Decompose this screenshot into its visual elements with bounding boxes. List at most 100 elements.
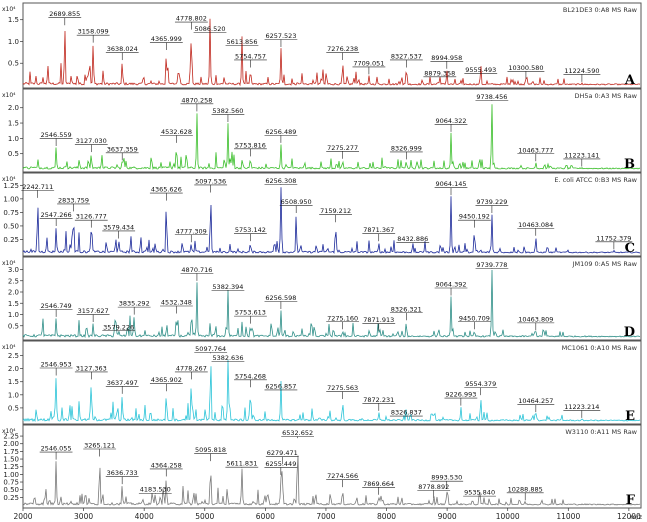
peak-label: 3579.434	[103, 223, 134, 231]
y-tick-label: 2.00	[3, 440, 19, 448]
peak-label: 4778.802	[176, 15, 207, 23]
x-tick-label: 11000	[556, 512, 580, 521]
y-tick-label: 1.5	[8, 378, 19, 386]
spectrum-panel-c: x10⁴ 0.25 0.50 0.75 1.00 1.25 E. coli ATCC 0:B…	[2, 172, 642, 257]
peak-label: 7275.277	[327, 144, 358, 152]
y-tick-label: 0.50	[3, 486, 19, 494]
peak-label: 3637.359	[107, 145, 138, 153]
peak-label: 9226.993	[445, 391, 476, 399]
panel-frame	[22, 172, 642, 257]
peak-label: 6279.471	[267, 449, 298, 457]
peak-label: 4778.267	[176, 364, 207, 372]
peak-label: 10463.777	[518, 146, 553, 154]
strain-label: DH5a 0:A3 MS Raw	[574, 92, 637, 100]
peak-label: 9535.840	[464, 489, 495, 497]
x-tick-label: 4000	[135, 512, 154, 521]
x-tick-label: 8000	[377, 512, 396, 521]
peak-label: 9064.322	[436, 117, 467, 125]
peak-label: 5086.520	[194, 25, 225, 33]
peak-label: 6257.523	[265, 32, 296, 40]
x-tick-label: 12000	[617, 512, 641, 521]
y-tick-label: 1.25	[3, 182, 19, 190]
y-tick-label: 0.25	[3, 494, 19, 502]
peak-label: 2242.711	[22, 183, 53, 191]
y-tick-label: 1.0	[8, 391, 19, 399]
peak-label: 9739.778	[476, 261, 507, 269]
panel-frame	[22, 2, 642, 89]
peak-label: 11223.141	[564, 151, 599, 159]
peak-label: 8879.358	[424, 69, 455, 77]
peak-label: 5753.142	[235, 226, 266, 234]
peak-label: 3157.627	[78, 307, 109, 315]
peak-label: 9064.392	[436, 281, 467, 289]
panel-frame	[22, 340, 642, 425]
peak-label: 3126.777	[76, 213, 107, 221]
peak-label: 8993.530	[431, 474, 462, 482]
y-tick-label: 2.5	[8, 277, 19, 285]
peak-label: 8327.537	[391, 52, 422, 60]
spectrum-trace	[22, 104, 641, 171]
peak-label: 5095.818	[195, 446, 226, 454]
peak-label: 5097.764	[195, 345, 226, 353]
peak-label: 10288.885	[508, 485, 543, 493]
spectrum-panel-a: x10⁴ 0.5 1.0 1.5 BL21DE3 0:A8 MS Raw 2689.855…	[2, 2, 642, 89]
strain-label: E. coli ATCC 0:B3 MS Raw	[554, 176, 637, 184]
panel-letter: E	[625, 409, 635, 424]
y-tick-label: 0.75	[3, 479, 19, 487]
spectrum-trace	[22, 18, 641, 87]
peak-label: 3265.121	[84, 442, 115, 450]
peak-label: 2546.953	[41, 360, 72, 368]
y-tick-label: 0.25	[3, 236, 19, 244]
peak-label: 8432.886	[397, 235, 428, 243]
y-tick-label: 1.00	[3, 471, 19, 479]
peak-label: 6256.308	[265, 177, 296, 185]
x-tick-label: 5000	[195, 512, 214, 521]
y-tick-label: 1.50	[3, 456, 19, 464]
peak-label: 4365.902	[151, 376, 182, 384]
peak-label: 7274.566	[327, 472, 358, 480]
peak-label: 2689.855	[49, 10, 80, 18]
peak-label: 9450.709	[459, 314, 490, 322]
panel-letter: B	[624, 157, 635, 172]
peak-label: 4532.348	[161, 299, 192, 307]
peak-label: 6256.598	[265, 294, 296, 302]
y-tick-label: 1.5	[8, 300, 19, 308]
y-tick-label: 0.5	[8, 404, 19, 412]
peak-label: 3636.733	[107, 469, 138, 477]
x-tick-label: 2000	[13, 512, 32, 521]
spectrum-trace	[22, 269, 641, 339]
peak-label: 8994.958	[431, 54, 462, 62]
peak-label: 4183.530	[140, 486, 171, 494]
x-axis: 2000 3000 4000 5000 6000 7000 8000 9000 10000 110…	[13, 508, 643, 521]
peak-label: 8326.999	[391, 144, 422, 152]
spectrum-trace	[22, 359, 641, 423]
peak-label: 10464.257	[518, 397, 553, 405]
peak-label: 3637.497	[107, 379, 138, 387]
peak-label: 3579.226	[103, 323, 134, 331]
peak-label: 4365.999	[151, 35, 182, 43]
peak-label: 5753.816	[235, 141, 266, 149]
peak-label: 4777.309	[176, 227, 207, 235]
peak-label: 10463.084	[518, 221, 553, 229]
peak-label: 4532.628	[161, 128, 192, 136]
peak-label: 11752.379	[596, 234, 631, 242]
spectrum-trace	[22, 455, 641, 506]
peak-label: 3158.099	[78, 28, 109, 36]
peak-label: 2546.749	[41, 302, 72, 310]
peak-label: 6256.857	[265, 382, 296, 390]
peak-label: 7871.913	[363, 316, 394, 324]
peak-label: 10463.809	[518, 315, 553, 323]
peak-label: 6508.950	[281, 198, 312, 206]
peak-label: 2546.055	[41, 445, 72, 453]
peak-label: 8326.321	[391, 305, 422, 313]
y-tick-label: 0.50	[3, 222, 19, 230]
panel-frame	[22, 256, 642, 341]
peak-label: 7276.238	[327, 45, 358, 53]
y-tick-label: 2.5	[8, 352, 19, 360]
peak-label: 7872.231	[363, 396, 394, 404]
y-exponent-label: x10⁴	[2, 344, 16, 351]
panel-letter: F	[626, 493, 636, 508]
peak-label: 11224.590	[564, 67, 599, 75]
y-exponent-label: x10⁴	[2, 6, 16, 13]
peak-label: 4870.716	[181, 266, 212, 274]
